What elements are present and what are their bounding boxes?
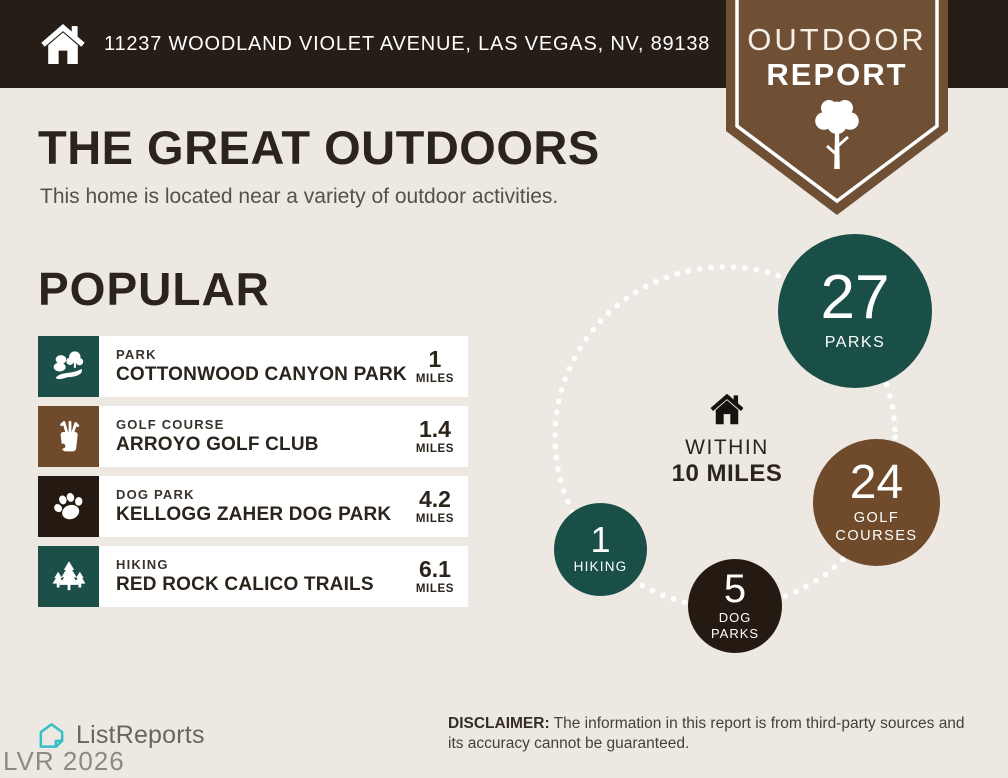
within-label: WITHIN bbox=[685, 436, 769, 459]
bubble-dog-parks: 5 DOG PARKS bbox=[688, 559, 782, 653]
listreports-logo: ListReports bbox=[36, 720, 205, 751]
brand-name: ListReports bbox=[76, 721, 205, 749]
badge-title-line2: REPORT bbox=[766, 57, 908, 92]
item-distance: 4.2 MILES bbox=[415, 486, 454, 526]
listreports-house-icon bbox=[39, 723, 64, 748]
item-distance: 6.1 MILES bbox=[415, 556, 454, 596]
list-item-park: PARK COTTONWOOD CANYON PARK 1 MILES bbox=[38, 336, 468, 397]
tree-icon bbox=[815, 100, 859, 169]
bubble-hiking: 1 HIKING bbox=[554, 503, 647, 596]
disclaimer-text: DISCLAIMER: The information in this repo… bbox=[448, 715, 965, 753]
list-card: PARK COTTONWOOD CANYON PARK 1 MILES bbox=[99, 336, 468, 397]
badge-title-line1: OUTDOOR bbox=[747, 22, 927, 57]
bubble-parks: 27 PARKS bbox=[778, 234, 932, 388]
home-icon bbox=[710, 393, 744, 425]
popular-heading: POPULAR bbox=[38, 263, 270, 315]
radius-center-label: WITHIN 10 MILES bbox=[647, 390, 807, 488]
pines-icon bbox=[38, 546, 99, 607]
disclaimer-label: DISCLAIMER: bbox=[448, 715, 550, 732]
item-name: RED ROCK CALICO TRAILS bbox=[116, 574, 374, 595]
miles-label: 10 MILES bbox=[671, 460, 783, 487]
property-address: 11237 WOODLAND VIOLET AVENUE, LAS VEGAS,… bbox=[104, 32, 711, 55]
item-name: COTTONWOOD CANYON PARK bbox=[116, 364, 407, 385]
list-card: DOG PARK KELLOGG ZAHER DOG PARK 4.2 MILE… bbox=[99, 476, 468, 537]
item-category: PARK bbox=[116, 347, 157, 362]
park-icon bbox=[38, 336, 99, 397]
page-title: THE GREAT OUTDOORS bbox=[38, 121, 600, 174]
item-name: ARROYO GOLF CLUB bbox=[116, 434, 319, 455]
popular-list: PARK COTTONWOOD CANYON PARK 1 MILES bbox=[38, 336, 468, 616]
list-card: GOLF COURSE ARROYO GOLF CLUB 1.4 MILES bbox=[99, 406, 468, 467]
watermark: LVR 2026 bbox=[3, 746, 125, 776]
golf-icon bbox=[38, 406, 99, 467]
item-category: GOLF COURSE bbox=[116, 417, 225, 432]
list-item-hiking: HIKING RED ROCK CALICO TRAILS 6.1 MILES bbox=[38, 546, 468, 607]
outdoor-report-badge: OUTDOOR REPORT bbox=[726, 0, 948, 216]
bubble-golf-courses: 24 GOLF COURSES bbox=[813, 439, 940, 566]
list-card: HIKING RED ROCK CALICO TRAILS 6.1 MILES bbox=[99, 546, 468, 607]
list-item-golf: GOLF COURSE ARROYO GOLF CLUB 1.4 MILES bbox=[38, 406, 468, 467]
list-item-dogpark: DOG PARK KELLOGG ZAHER DOG PARK 4.2 MILE… bbox=[38, 476, 468, 537]
item-distance: 1.4 MILES bbox=[415, 416, 454, 456]
item-name: KELLOGG ZAHER DOG PARK bbox=[116, 504, 392, 525]
paw-icon bbox=[38, 476, 99, 537]
item-distance: 1 MILES bbox=[415, 346, 454, 386]
item-category: DOG PARK bbox=[116, 487, 195, 502]
page-subtitle: This home is located near a variety of o… bbox=[40, 185, 559, 208]
item-category: HIKING bbox=[116, 557, 169, 572]
home-icon bbox=[41, 24, 85, 64]
